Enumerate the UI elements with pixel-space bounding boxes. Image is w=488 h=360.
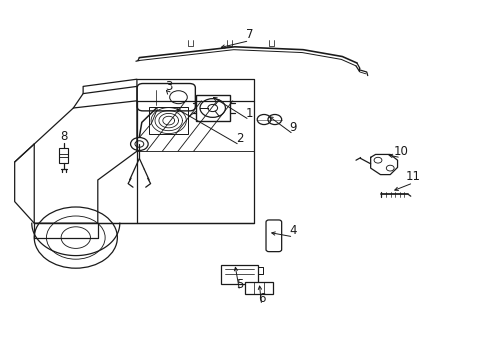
Text: 2: 2 — [235, 132, 243, 145]
Text: 6: 6 — [257, 292, 265, 305]
FancyBboxPatch shape — [221, 265, 258, 284]
Text: 3: 3 — [164, 80, 172, 93]
Text: 10: 10 — [393, 145, 407, 158]
Text: 1: 1 — [245, 107, 253, 120]
Text: 4: 4 — [289, 224, 297, 237]
Text: 5: 5 — [235, 278, 243, 291]
FancyBboxPatch shape — [245, 282, 272, 294]
Text: 11: 11 — [405, 170, 420, 183]
FancyBboxPatch shape — [59, 148, 68, 163]
FancyBboxPatch shape — [137, 84, 195, 111]
Text: 7: 7 — [245, 28, 253, 41]
FancyBboxPatch shape — [265, 220, 281, 252]
Text: 8: 8 — [60, 130, 67, 143]
FancyBboxPatch shape — [195, 95, 229, 121]
Text: 9: 9 — [289, 121, 297, 134]
